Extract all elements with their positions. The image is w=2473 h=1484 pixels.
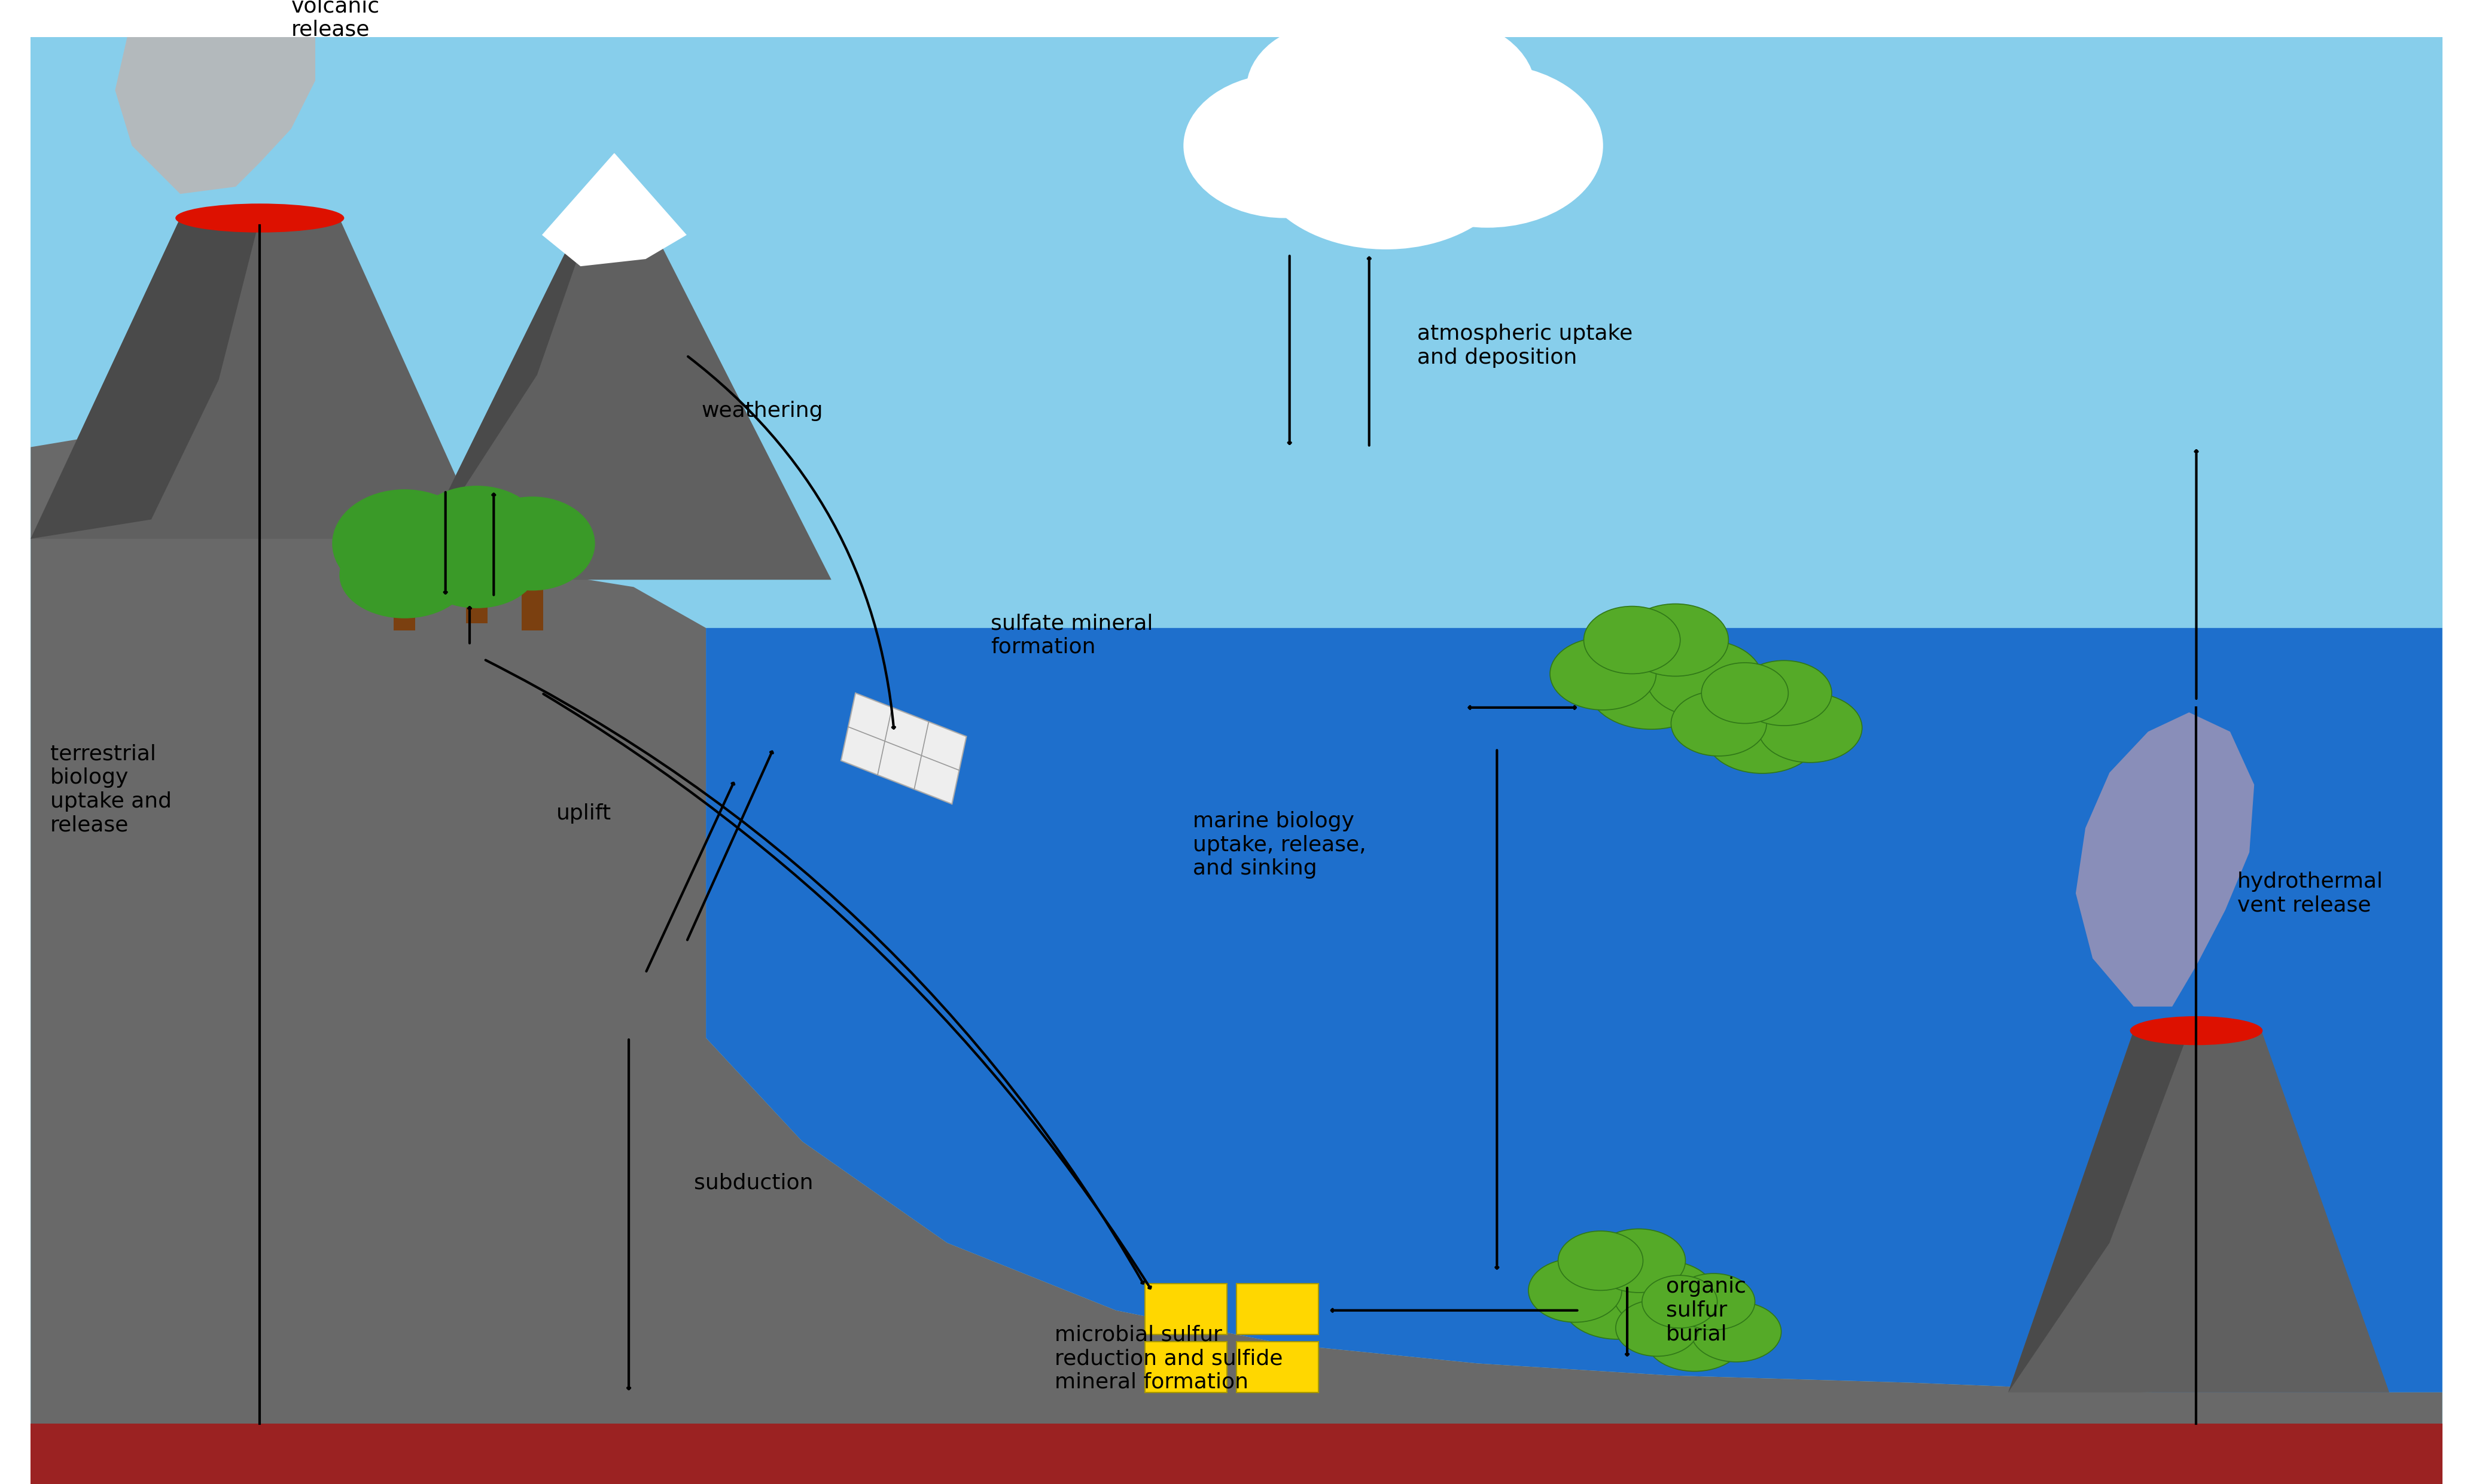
Polygon shape bbox=[841, 693, 967, 804]
Text: organic
sulfur
burial: organic sulfur burial bbox=[1667, 1276, 1746, 1345]
Bar bbox=[522, 554, 544, 631]
Ellipse shape bbox=[1622, 604, 1729, 677]
Bar bbox=[1145, 1342, 1227, 1392]
Polygon shape bbox=[2008, 1031, 2189, 1392]
Polygon shape bbox=[30, 218, 485, 539]
Bar bbox=[393, 554, 415, 631]
Ellipse shape bbox=[1563, 1267, 1672, 1339]
Text: marine biology
uptake, release,
and sinking: marine biology uptake, release, and sink… bbox=[1192, 812, 1368, 879]
Bar bbox=[1145, 1284, 1227, 1334]
Ellipse shape bbox=[1308, 6, 1464, 126]
Polygon shape bbox=[406, 153, 831, 580]
Ellipse shape bbox=[176, 203, 344, 233]
Ellipse shape bbox=[1373, 64, 1603, 227]
Text: subduction: subduction bbox=[695, 1172, 814, 1193]
Ellipse shape bbox=[415, 527, 537, 608]
Bar bbox=[1236, 1284, 1318, 1334]
Ellipse shape bbox=[1343, 18, 1536, 163]
Ellipse shape bbox=[1706, 699, 1818, 773]
Text: sulfate mineral
formation: sulfate mineral formation bbox=[992, 613, 1152, 657]
Bar bbox=[1236, 1342, 1318, 1392]
Polygon shape bbox=[705, 628, 2443, 1392]
Ellipse shape bbox=[1612, 1261, 1716, 1328]
Ellipse shape bbox=[2129, 1017, 2263, 1045]
Polygon shape bbox=[30, 218, 260, 539]
Text: microbial sulfur
reduction and sulfide
mineral formation: microbial sulfur reduction and sulfide m… bbox=[1056, 1325, 1283, 1392]
Ellipse shape bbox=[1528, 1258, 1622, 1322]
Ellipse shape bbox=[1615, 1300, 1699, 1356]
Ellipse shape bbox=[1672, 692, 1766, 755]
Ellipse shape bbox=[1246, 22, 1420, 157]
Text: volcanic
release: volcanic release bbox=[292, 0, 381, 40]
Ellipse shape bbox=[1647, 640, 1763, 717]
Ellipse shape bbox=[1642, 1275, 1716, 1328]
Ellipse shape bbox=[470, 497, 596, 591]
Ellipse shape bbox=[1583, 607, 1679, 674]
Ellipse shape bbox=[339, 531, 470, 619]
Ellipse shape bbox=[1736, 660, 1832, 726]
Ellipse shape bbox=[1254, 67, 1518, 249]
Polygon shape bbox=[116, 0, 314, 194]
Text: atmospheric uptake
and deposition: atmospheric uptake and deposition bbox=[1417, 324, 1632, 368]
Polygon shape bbox=[30, 435, 2443, 1484]
Text: hydrothermal
vent release: hydrothermal vent release bbox=[2238, 871, 2384, 916]
Ellipse shape bbox=[1758, 693, 1862, 763]
Ellipse shape bbox=[331, 490, 477, 598]
Ellipse shape bbox=[1692, 1301, 1781, 1362]
Text: terrestrial
biology
uptake and
release: terrestrial biology uptake and release bbox=[49, 743, 171, 835]
Ellipse shape bbox=[1551, 638, 1657, 709]
Ellipse shape bbox=[1701, 663, 1788, 724]
Ellipse shape bbox=[1558, 1232, 1642, 1291]
Polygon shape bbox=[2008, 1031, 2389, 1392]
Text: weathering: weathering bbox=[702, 401, 824, 421]
Ellipse shape bbox=[1647, 1307, 1743, 1371]
Bar bbox=[30, 1423, 2443, 1484]
Ellipse shape bbox=[1672, 1273, 1756, 1330]
Ellipse shape bbox=[411, 485, 544, 588]
Ellipse shape bbox=[1185, 73, 1385, 218]
Ellipse shape bbox=[1593, 1229, 1687, 1293]
Polygon shape bbox=[542, 153, 687, 266]
Ellipse shape bbox=[1588, 647, 1714, 729]
Polygon shape bbox=[2075, 712, 2255, 1006]
Polygon shape bbox=[406, 153, 613, 580]
Text: uplift: uplift bbox=[556, 803, 611, 824]
Bar bbox=[465, 546, 487, 623]
